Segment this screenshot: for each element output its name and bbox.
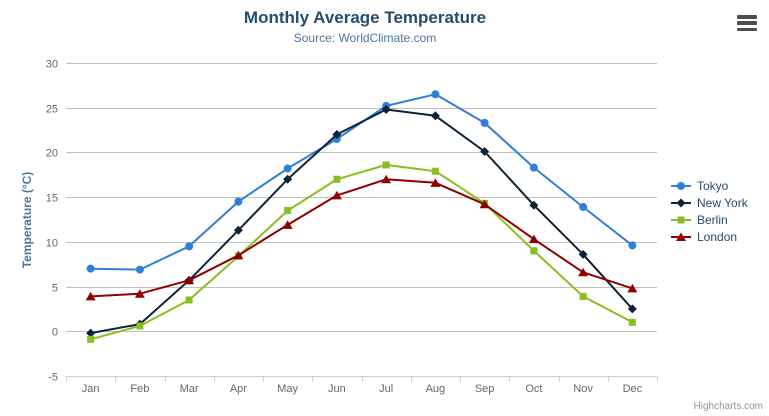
yaxis-tick-label: 30: [46, 59, 58, 71]
legend-label: Tokyo: [697, 178, 729, 193]
data-point-berlin[interactable]: [579, 292, 587, 300]
legend-marker-triangle-icon: [671, 232, 691, 241]
data-point-berlin[interactable]: [382, 161, 390, 169]
data-point-tokyo[interactable]: [283, 164, 292, 173]
xaxis-tick-label: Nov: [573, 383, 593, 395]
legend-item-berlin[interactable]: Berlin: [670, 211, 766, 228]
data-point-new-york[interactable]: [332, 130, 342, 140]
data-point-tokyo[interactable]: [628, 241, 637, 250]
xaxis-tick-label: Dec: [623, 383, 643, 395]
xaxis-tick-label: Jul: [379, 383, 393, 395]
yaxis-tick-label: 0: [52, 327, 58, 339]
yaxis-tick-label: 25: [46, 104, 58, 116]
data-point-tokyo[interactable]: [185, 242, 194, 251]
data-point-berlin[interactable]: [87, 335, 95, 343]
legend-marker-square-icon: [671, 216, 691, 223]
data-point-new-york[interactable]: [381, 105, 391, 115]
data-point-london[interactable]: [479, 199, 490, 209]
yaxis-tick-label: 20: [46, 148, 58, 160]
data-point-tokyo[interactable]: [529, 163, 538, 172]
data-point-berlin[interactable]: [284, 207, 292, 215]
data-point-berlin[interactable]: [185, 296, 193, 304]
data-point-new-york[interactable]: [627, 304, 637, 314]
data-point-berlin[interactable]: [530, 247, 538, 255]
data-point-berlin[interactable]: [628, 318, 636, 326]
chart-title: Monthly Average Temperature: [243, 8, 487, 27]
legend-item-new-york[interactable]: New York: [670, 194, 766, 211]
data-point-london[interactable]: [430, 178, 441, 187]
hamburger-icon: [737, 15, 757, 19]
data-point-london[interactable]: [184, 275, 195, 285]
data-point-london[interactable]: [282, 220, 293, 229]
data-point-new-york[interactable]: [233, 225, 243, 235]
chart-subtitle: Source: WorldClimate.com: [293, 31, 437, 45]
legend-marker-diamond-icon: [671, 198, 691, 207]
data-point-new-york[interactable]: [578, 249, 588, 259]
legend-label: New York: [697, 195, 748, 210]
xaxis-tick-label: Sep: [475, 383, 495, 395]
data-point-berlin[interactable]: [431, 167, 439, 175]
legend-item-london[interactable]: London: [670, 228, 766, 245]
xaxis-tick-label: Jan: [82, 383, 100, 395]
data-point-london[interactable]: [134, 289, 145, 298]
data-point-new-york[interactable]: [529, 200, 539, 210]
xaxis-tick-label: Oct: [525, 383, 542, 395]
hamburger-icon: [737, 21, 757, 25]
data-point-london[interactable]: [528, 234, 539, 244]
series-line-berlin: [89, 163, 634, 341]
legend-label: London: [697, 229, 738, 244]
legend-label: Berlin: [697, 212, 728, 227]
credits-link[interactable]: Highcharts.com: [693, 401, 763, 412]
hamburger-icon: [737, 27, 757, 31]
legend: Tokyo New York Berlin London: [670, 177, 766, 245]
legend-marker-circle-icon: [671, 181, 691, 190]
legend-item-tokyo[interactable]: Tokyo: [670, 177, 766, 194]
data-point-new-york[interactable]: [86, 328, 96, 338]
xaxis-tick-label: Apr: [230, 383, 247, 395]
xaxis-tick-label: Jun: [328, 383, 346, 395]
data-point-london[interactable]: [233, 250, 244, 260]
data-point-london[interactable]: [85, 291, 96, 301]
data-point-tokyo[interactable]: [480, 118, 489, 127]
export-menu-button[interactable]: [735, 13, 759, 33]
data-point-london[interactable]: [578, 267, 589, 277]
series-line-london: [89, 178, 634, 298]
data-point-berlin[interactable]: [333, 175, 341, 183]
data-point-new-york[interactable]: [430, 111, 440, 121]
data-point-tokyo[interactable]: [234, 197, 243, 206]
xaxis-tick-label: Mar: [180, 383, 199, 395]
xaxis-tick-label: Aug: [426, 383, 446, 395]
data-point-london[interactable]: [331, 190, 342, 200]
series-line-tokyo: [89, 93, 634, 271]
data-point-tokyo[interactable]: [579, 202, 588, 211]
yaxis-tick-label: 5: [52, 283, 58, 295]
data-point-new-york[interactable]: [480, 147, 490, 157]
data-point-tokyo[interactable]: [135, 265, 144, 274]
yaxis-tick-label: 10: [46, 238, 58, 250]
xaxis-tick-label: Feb: [130, 383, 149, 395]
data-point-tokyo[interactable]: [86, 264, 95, 273]
yaxis-tick-label: 15: [46, 193, 58, 205]
yaxis-tick-label: -5: [48, 372, 58, 384]
data-point-london[interactable]: [381, 174, 392, 184]
data-point-london[interactable]: [627, 283, 638, 293]
data-point-tokyo[interactable]: [431, 90, 440, 99]
series-line-new-york: [89, 108, 634, 335]
xaxis-tick-label: May: [277, 383, 298, 395]
data-point-berlin[interactable]: [136, 322, 144, 330]
data-point-new-york[interactable]: [283, 174, 293, 184]
